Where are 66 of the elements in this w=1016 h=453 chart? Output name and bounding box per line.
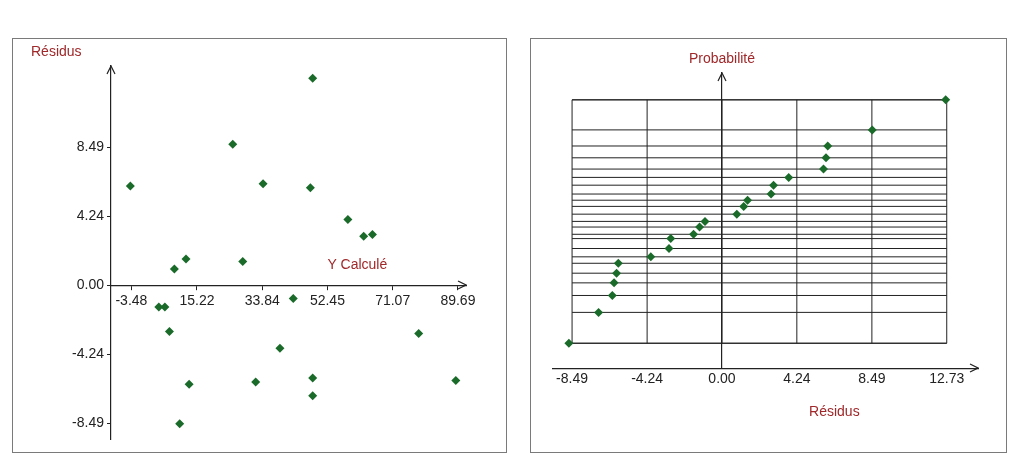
point: [784, 172, 794, 182]
point: [867, 125, 877, 135]
point: [308, 391, 318, 401]
x-tick-label: -3.48: [115, 291, 148, 308]
x-tick-label: 15.22: [179, 291, 215, 308]
point: [238, 256, 248, 266]
point: [609, 278, 619, 288]
point: [700, 216, 710, 226]
x-axis-title: Résidus: [809, 403, 860, 420]
point: [695, 222, 705, 232]
y-axis-title: Probabilité: [688, 50, 756, 66]
x-tick-label: 71.07: [375, 291, 411, 308]
point: [612, 268, 622, 278]
point: [175, 419, 185, 429]
point: [607, 290, 617, 300]
point: [732, 209, 742, 219]
point: [819, 164, 828, 174]
x-tick-label: 4.24: [783, 370, 811, 387]
x-tick-label: 33.84: [244, 291, 280, 308]
x-tick-label: 12.73: [929, 370, 965, 387]
point: [164, 326, 174, 336]
point: [766, 189, 776, 199]
point: [169, 264, 179, 274]
point: [414, 329, 424, 339]
point: [739, 201, 749, 211]
x-tick-label: 0.00: [708, 370, 736, 387]
point: [367, 230, 377, 240]
point: [184, 379, 194, 389]
point: [288, 294, 298, 304]
y-tick-label: 4.24: [76, 207, 105, 224]
point: [125, 181, 135, 191]
point: [613, 258, 623, 268]
x-tick-label: -4.24: [631, 370, 664, 387]
x-axis-title: Y Calculé: [327, 256, 388, 273]
point: [664, 244, 674, 254]
point: [308, 373, 318, 383]
point: [343, 215, 353, 224]
y-axis-title: Résidus: [31, 43, 82, 59]
point: [564, 338, 574, 348]
point: [275, 343, 285, 353]
point: [821, 153, 831, 163]
point: [251, 377, 261, 387]
y-tick-label: -4.24: [72, 345, 105, 362]
point: [941, 95, 951, 105]
x-tick-label: 8.49: [858, 370, 886, 387]
point: [160, 302, 170, 312]
point: [743, 195, 753, 205]
y-tick-label: 8.49: [76, 138, 105, 155]
point: [305, 183, 315, 193]
x-tick-label: -8.49: [556, 370, 589, 387]
point: [228, 139, 238, 149]
point: [181, 254, 191, 264]
point: [594, 307, 604, 317]
point: [451, 375, 461, 385]
y-tick-label: -8.49: [72, 414, 105, 431]
point: [823, 141, 833, 151]
point: [769, 180, 779, 190]
y-tick-label: 0.00: [76, 276, 105, 293]
x-tick-label: 52.45: [309, 291, 346, 308]
point: [258, 179, 268, 189]
x-tick-label: 89.69: [440, 291, 476, 308]
point: [359, 231, 369, 241]
point: [666, 234, 676, 244]
point: [308, 73, 318, 83]
point: [689, 229, 699, 239]
point: [646, 252, 656, 262]
